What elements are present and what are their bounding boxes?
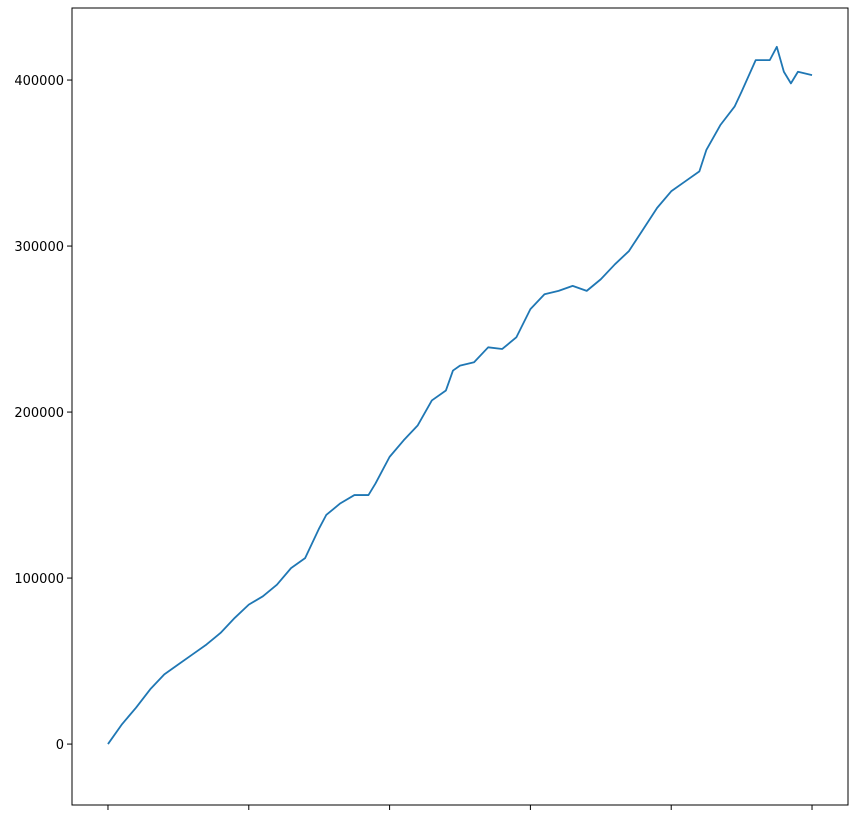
y-tick-label: 0 xyxy=(56,738,64,753)
y-tick-label: 200000 xyxy=(14,406,64,421)
line xyxy=(107,45,813,745)
y-tick-label: 400000 xyxy=(14,74,64,89)
axes-frame xyxy=(71,7,849,806)
y-tick-label: 300000 xyxy=(14,240,64,255)
y-tick-label: 100000 xyxy=(14,572,64,587)
